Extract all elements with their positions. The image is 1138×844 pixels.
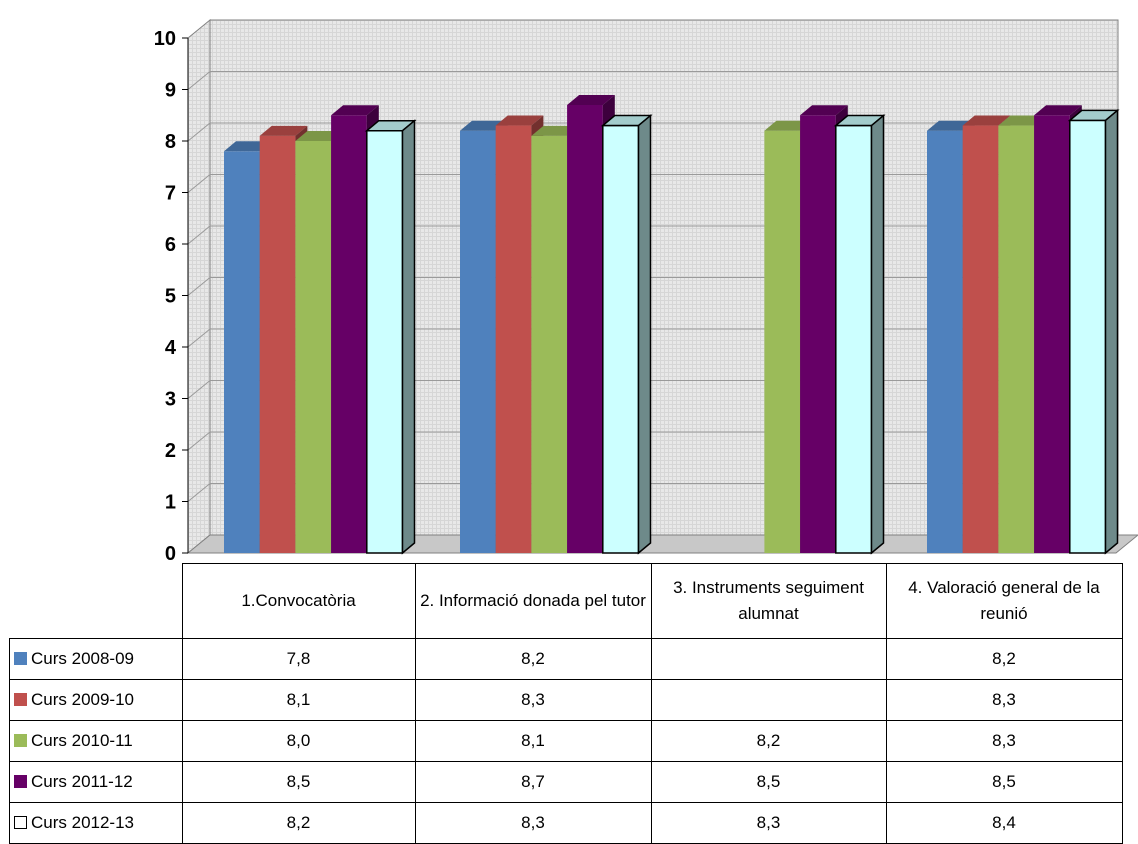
- bar-side: [401, 119, 416, 555]
- legend-key-icon: [14, 816, 27, 829]
- y-tick-label: 6: [165, 234, 176, 256]
- y-tick-label: 5: [165, 286, 176, 308]
- bar-side: [637, 113, 652, 555]
- legend-key-icon: [14, 734, 27, 747]
- bar-front: [602, 124, 640, 554]
- category-header: 3. Instruments seguiment alumnat: [650, 563, 887, 639]
- table-row: Curs 2010-11 8,0 8,1 8,2 8,3: [9, 720, 1123, 762]
- data-cell: 8,0: [181, 720, 416, 762]
- series-label: Curs 2011-12: [9, 761, 183, 803]
- bar-front: [259, 135, 296, 553]
- bar-side: [1104, 108, 1119, 555]
- series-label: Curs 2009-10: [9, 679, 183, 721]
- series-name: Curs 2011-12: [31, 772, 133, 791]
- data-cell: 8,3: [885, 720, 1123, 762]
- data-cell: 8,7: [414, 761, 652, 803]
- data-cell: 8,5: [650, 761, 887, 803]
- series-name: Curs 2008-09: [31, 649, 135, 668]
- data-table: 1.Convocatòria 2. Informació donada pel …: [9, 563, 1123, 844]
- bar-top: [1034, 105, 1082, 116]
- y-tick-label: 2: [165, 440, 176, 462]
- bar-front: [1069, 119, 1107, 554]
- bar-top: [800, 105, 848, 116]
- y-axis: 0 1 2 3 4 5 6 7 8 9 10: [154, 28, 189, 565]
- bar-top: [331, 105, 379, 116]
- series-name: Curs 2009-10: [31, 690, 135, 709]
- bar: [495, 115, 544, 554]
- bar-front: [962, 125, 999, 554]
- series-name: Curs 2010-11: [31, 731, 133, 750]
- data-cell: 7,8: [181, 638, 416, 680]
- data-cell: 8,3: [650, 802, 887, 844]
- table-row: Curs 2012-13 8,2 8,3 8,3 8,4: [9, 802, 1123, 844]
- bar: [1067, 108, 1120, 555]
- bar-front: [531, 135, 568, 553]
- data-cell: 8,3: [885, 679, 1123, 721]
- category-header: 4. Valoració general de la reunió: [885, 563, 1123, 639]
- bar-top: [567, 94, 615, 105]
- bar-front: [1034, 115, 1070, 553]
- data-cell: 8,2: [650, 720, 887, 762]
- bar-front: [835, 124, 873, 554]
- bar-front: [295, 141, 332, 553]
- data-cell: 8,5: [885, 761, 1123, 803]
- y-tick-label: 10: [154, 28, 176, 50]
- y-tick-label: 9: [165, 80, 176, 102]
- y-tick-label: 1: [165, 492, 176, 514]
- data-table-header-row: 1.Convocatòria 2. Informació donada pel …: [10, 563, 1123, 639]
- data-cell: 8,1: [414, 720, 652, 762]
- bar-front: [331, 115, 367, 553]
- table-row: Curs 2009-10 8,1 8,3 8,3: [9, 679, 1123, 721]
- y-tick-label: 7: [165, 183, 176, 205]
- bar: [833, 113, 886, 555]
- category-header: 1.Convocatòria: [181, 563, 416, 639]
- bar-front: [998, 125, 1035, 554]
- legend-key-icon: [14, 652, 27, 665]
- bars: [224, 94, 1120, 555]
- bar-front: [366, 129, 404, 554]
- y-tick-label: 3: [165, 389, 176, 411]
- y-tick-label: 0: [165, 543, 176, 565]
- bar-chart: 0 1 2 3 4 5 6 7 8 9 10: [154, 18, 1138, 565]
- series-name: Curs 2012-13: [31, 813, 135, 832]
- category-header: 2. Informació donada pel tutor: [414, 563, 652, 639]
- bar-top: [495, 115, 544, 126]
- data-cell: 8,2: [181, 802, 416, 844]
- bar-front: [567, 104, 603, 553]
- bar: [364, 119, 417, 555]
- data-cell: 8,1: [181, 679, 416, 721]
- bar-front: [224, 151, 260, 554]
- gridline: [187, 71, 1118, 90]
- legend-key-icon: [14, 693, 27, 706]
- bar-side: [870, 113, 885, 555]
- bar-front: [800, 115, 836, 553]
- data-cell: 8,4: [885, 802, 1123, 844]
- bar-front: [764, 130, 801, 553]
- data-cell: 8,3: [414, 679, 652, 721]
- data-cell: 8,3: [414, 802, 652, 844]
- series-label: Curs 2008-09: [9, 638, 183, 680]
- y-tick-label: 8: [165, 131, 176, 153]
- legend-key-icon: [14, 775, 27, 788]
- data-cell: [650, 638, 887, 680]
- series-label: Curs 2010-11: [9, 720, 183, 762]
- bar-top: [259, 125, 308, 136]
- data-cell: 8,5: [181, 761, 416, 803]
- data-table-corner: [10, 564, 183, 639]
- bar-front: [495, 125, 532, 554]
- y-tick-label: 4: [165, 337, 177, 359]
- bar-front: [460, 130, 496, 553]
- table-row: Curs 2011-12 8,5 8,7 8,5 8,5: [9, 761, 1123, 803]
- table-row: Curs 2008-09 7,8 8,2 8,2: [9, 638, 1123, 680]
- data-cell: [650, 679, 887, 721]
- bar-top: [962, 115, 1011, 126]
- series-label: Curs 2012-13: [9, 802, 183, 844]
- data-cell: 8,2: [414, 638, 652, 680]
- bar-front: [927, 130, 963, 553]
- bar: [600, 113, 653, 555]
- data-cell: 8,2: [885, 638, 1123, 680]
